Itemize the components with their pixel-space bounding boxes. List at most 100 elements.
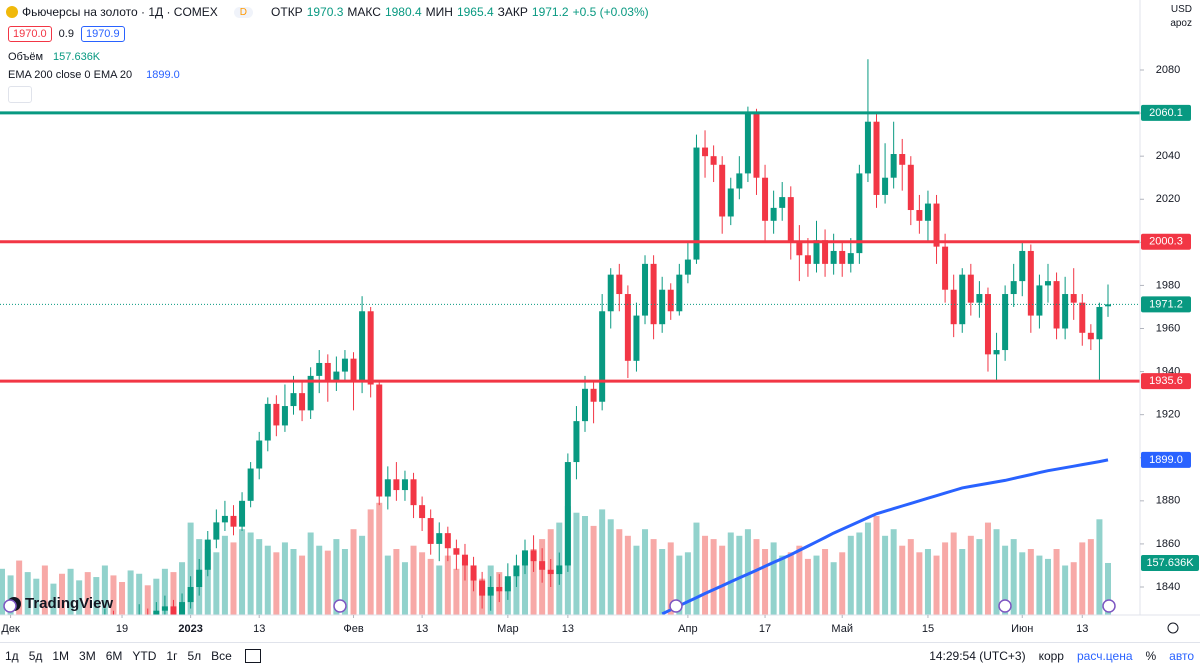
bid[interactable]: 1970.0 (8, 26, 52, 42)
volume-bar (693, 522, 700, 615)
candle-body (1044, 281, 1051, 286)
level-badge (1141, 233, 1191, 250)
volume-bar (1070, 562, 1077, 615)
volume-bar (856, 532, 863, 615)
candle-body (187, 586, 194, 603)
candle-body (367, 311, 374, 385)
date-range-icon[interactable] (244, 649, 261, 663)
volume-bar (256, 539, 263, 615)
x-tick-label: 17 (759, 623, 771, 635)
range-button[interactable]: 5д (28, 649, 43, 663)
volume-bar (119, 582, 126, 615)
range-button[interactable]: YTD (132, 649, 157, 663)
unit[interactable]: apoz (1170, 18, 1192, 29)
range-button[interactable]: 6М (105, 649, 123, 663)
event-icon[interactable] (3, 599, 17, 613)
volume-bar (76, 580, 83, 615)
ask[interactable]: 1970.9 (80, 26, 125, 42)
currency-code[interactable]: USD (1170, 4, 1192, 15)
candle-body (341, 358, 348, 372)
ema-line (661, 458, 1109, 615)
y-tick-label: 1960 (1156, 322, 1180, 334)
toolbar-button[interactable]: авто (1169, 649, 1194, 663)
range-button[interactable]: 3М (79, 649, 96, 663)
x-tick-label: Апр (678, 623, 697, 635)
volume-bar (350, 529, 357, 615)
candle-body (136, 615, 142, 624)
candle-body (547, 569, 554, 575)
candle-body (1070, 294, 1077, 303)
axis-layer: 1840186018801900192019401960198020002020… (1, 64, 1199, 635)
candle-body (710, 156, 717, 165)
volume-bar (1036, 555, 1043, 615)
range-button[interactable]: 1д (5, 649, 19, 663)
volume-bar (521, 558, 528, 615)
candle-body (444, 533, 451, 549)
delay-badge[interactable]: D (233, 6, 254, 18)
candle-body (599, 311, 606, 402)
volume-bar (67, 568, 74, 615)
x-tick-label: 2023 (178, 623, 202, 635)
volume-bar (736, 535, 743, 615)
candle-body (102, 617, 108, 626)
event-icons (3, 599, 1116, 613)
range-button[interactable]: 1г (166, 649, 178, 663)
candle-body (667, 289, 674, 312)
symbol-icon (6, 6, 18, 18)
x-tick-label: 19 (116, 623, 128, 635)
toolbar-button[interactable]: корр (1038, 649, 1064, 663)
volume-bar (1096, 519, 1103, 615)
event-icon[interactable] (998, 599, 1012, 613)
quote-line: 1970.0 0.9 1970.9 (8, 26, 125, 42)
volume-bar (273, 552, 280, 615)
candle-body (856, 173, 863, 254)
candle-body (676, 274, 683, 312)
candle-body (882, 177, 889, 195)
toolbar-button[interactable]: % (1145, 649, 1157, 663)
candle-body (239, 500, 246, 527)
candle-body (933, 203, 940, 247)
candle-body (633, 315, 640, 361)
volume-bar (0, 568, 6, 615)
volume-bar (376, 502, 383, 615)
volume-bar (110, 575, 117, 615)
volume-bar (830, 562, 837, 615)
volume-badge (1141, 554, 1199, 571)
x-tick-label: 13 (562, 623, 574, 635)
event-icon[interactable] (1102, 599, 1116, 613)
volume-bar (796, 545, 803, 615)
y-tick-label: 1860 (1156, 538, 1180, 550)
settings-icon[interactable] (1167, 622, 1179, 634)
volume-bar (7, 575, 14, 615)
candle-body (196, 569, 203, 587)
ema-badge-label: 1899.0 (1149, 454, 1183, 466)
event-icon[interactable] (333, 599, 347, 613)
candle-body (942, 246, 949, 290)
collapse-button[interactable] (8, 86, 32, 103)
volume-bar (942, 542, 949, 615)
candle-body (607, 274, 614, 312)
toolbar-button[interactable]: расч.цена (1076, 649, 1133, 663)
event-icon[interactable] (669, 599, 683, 613)
volume-bar (676, 555, 683, 615)
candle-body (959, 274, 966, 325)
range-button[interactable]: 5л (187, 649, 202, 663)
symbol-title[interactable]: Фьючерсы на золото · 1Д · COMEX (22, 5, 218, 19)
chart: 1840186018801900192019401960198020002020… (0, 0, 1200, 635)
candle-body (899, 154, 906, 165)
x-tick-label: Июн (1011, 623, 1033, 635)
change: +0.5 (+0.03%) (572, 5, 649, 19)
volume-bar (359, 535, 366, 615)
candle-body (907, 164, 914, 211)
level-label: 1935.6 (1149, 375, 1183, 387)
volume-bar (410, 545, 417, 615)
candle-body (813, 240, 820, 264)
x-tick-label: 13 (416, 623, 428, 635)
range-button[interactable]: 1М (52, 649, 70, 663)
candle-body (496, 586, 503, 592)
range-button[interactable]: Все (211, 649, 232, 663)
volume-bar (230, 542, 237, 615)
candle-body (976, 294, 983, 303)
candle-body (264, 403, 271, 441)
volume-bar (907, 539, 914, 615)
